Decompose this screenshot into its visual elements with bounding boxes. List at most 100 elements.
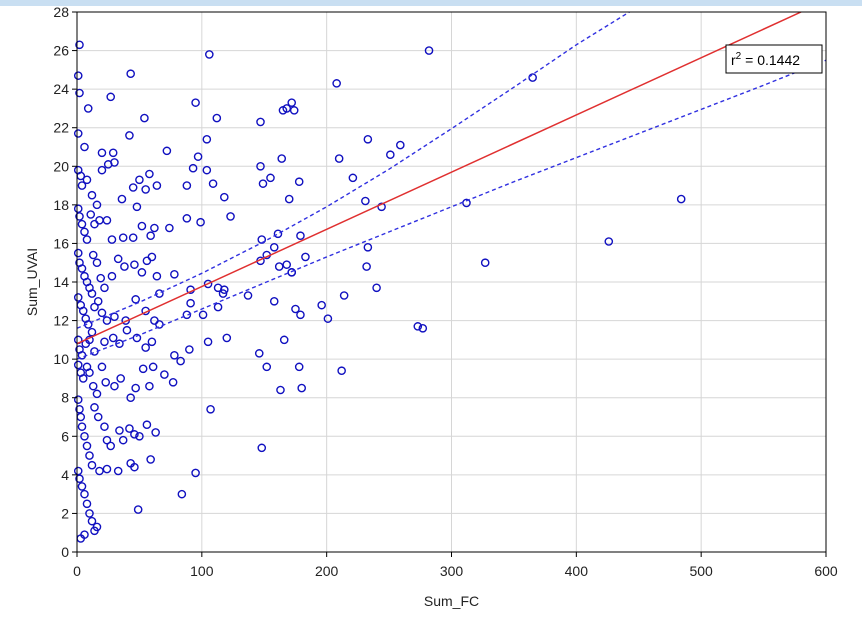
y-axis-label: Sum_UVAI bbox=[24, 248, 40, 316]
data-point bbox=[334, 154, 344, 163]
data-point bbox=[287, 98, 297, 107]
data-point bbox=[75, 40, 84, 50]
y-tick-label: 14 bbox=[53, 274, 69, 290]
data-point bbox=[193, 152, 203, 161]
x-tick-label: 500 bbox=[689, 563, 713, 579]
data-point bbox=[92, 389, 102, 399]
data-point bbox=[269, 242, 279, 252]
data-point bbox=[323, 314, 333, 323]
data-point bbox=[256, 117, 265, 127]
data-point bbox=[87, 289, 97, 298]
x-tick-label: 300 bbox=[440, 563, 464, 579]
data-point bbox=[77, 219, 87, 229]
data-point bbox=[186, 298, 195, 308]
data-point bbox=[386, 150, 395, 160]
data-point bbox=[82, 441, 92, 451]
data-point bbox=[73, 466, 83, 476]
data-point bbox=[152, 181, 162, 190]
data-point bbox=[424, 46, 434, 55]
data-point bbox=[145, 169, 154, 179]
data-point bbox=[73, 395, 83, 404]
data-point bbox=[258, 179, 268, 188]
data-point bbox=[82, 235, 92, 244]
data-point bbox=[165, 223, 174, 233]
data-point bbox=[97, 148, 107, 158]
data-point bbox=[218, 289, 228, 298]
data-point bbox=[102, 435, 112, 445]
data-point bbox=[182, 214, 192, 223]
data-point bbox=[90, 219, 99, 229]
data-point bbox=[205, 50, 214, 59]
data-point bbox=[87, 190, 97, 200]
data-point bbox=[73, 129, 83, 138]
x-tick-label: 100 bbox=[190, 563, 214, 579]
data-point bbox=[191, 468, 200, 478]
data-point bbox=[92, 258, 102, 268]
data-point bbox=[85, 509, 94, 518]
data-point bbox=[141, 185, 150, 194]
data-point bbox=[110, 158, 119, 167]
y-tick-label: 8 bbox=[61, 390, 69, 406]
data-point bbox=[110, 381, 119, 391]
data-point bbox=[92, 200, 102, 210]
data-point bbox=[106, 441, 116, 451]
scatter-points bbox=[73, 40, 686, 543]
data-point bbox=[168, 377, 178, 387]
data-point bbox=[113, 466, 123, 476]
y-tick-label: 4 bbox=[61, 467, 69, 483]
data-point bbox=[198, 310, 208, 320]
data-point bbox=[73, 71, 83, 80]
data-point bbox=[372, 283, 381, 293]
data-point bbox=[291, 304, 300, 314]
data-point bbox=[176, 356, 185, 366]
data-point bbox=[130, 260, 139, 269]
data-point bbox=[317, 300, 326, 310]
data-point bbox=[142, 256, 152, 266]
data-point bbox=[102, 464, 112, 474]
data-point bbox=[301, 252, 310, 262]
data-point bbox=[212, 113, 222, 123]
data-point bbox=[100, 422, 109, 431]
data-point bbox=[162, 146, 172, 156]
data-point bbox=[146, 231, 155, 241]
data-point bbox=[262, 362, 272, 372]
data-point bbox=[93, 412, 103, 422]
data-point bbox=[132, 202, 142, 212]
data-point bbox=[177, 489, 187, 499]
data-point bbox=[269, 296, 279, 306]
data-point bbox=[80, 227, 89, 237]
data-point bbox=[145, 381, 154, 391]
data-point bbox=[213, 302, 223, 312]
ci-lower-line bbox=[77, 59, 826, 360]
data-point bbox=[130, 462, 139, 472]
data-point bbox=[101, 377, 111, 387]
data-point bbox=[220, 285, 229, 295]
data-point bbox=[266, 173, 275, 183]
data-point bbox=[126, 393, 135, 403]
data-point bbox=[294, 362, 304, 372]
data-point bbox=[202, 165, 212, 175]
data-point bbox=[80, 431, 89, 441]
data-point bbox=[480, 258, 490, 268]
y-tick-label: 16 bbox=[53, 235, 69, 251]
data-point bbox=[282, 260, 292, 269]
data-point bbox=[80, 489, 89, 499]
data-point bbox=[182, 181, 192, 190]
y-tick-label: 2 bbox=[61, 505, 69, 521]
data-point bbox=[191, 98, 200, 107]
data-point bbox=[80, 142, 89, 152]
data-point bbox=[296, 310, 305, 320]
data-point bbox=[102, 316, 112, 325]
data-point bbox=[118, 233, 128, 242]
data-point bbox=[77, 422, 87, 431]
data-point bbox=[137, 268, 147, 277]
data-point bbox=[100, 337, 109, 347]
data-point bbox=[100, 283, 109, 293]
regression-lines bbox=[77, 12, 826, 360]
r-squared-box bbox=[725, 44, 823, 74]
regression-fit-line bbox=[77, 12, 802, 345]
data-point bbox=[279, 335, 289, 345]
data-point bbox=[75, 212, 84, 221]
data-point bbox=[130, 430, 139, 439]
x-tick-label: 600 bbox=[814, 563, 838, 579]
